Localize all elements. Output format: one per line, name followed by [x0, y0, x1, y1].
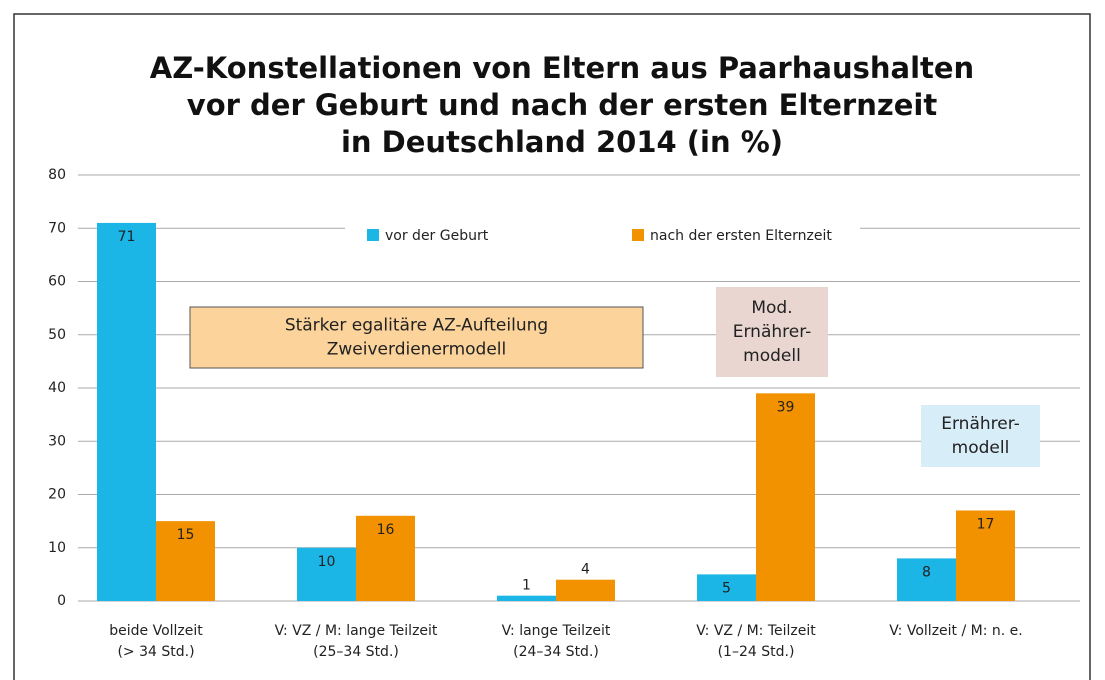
x-tick-label: V: VZ / M: Teilzeit	[696, 623, 816, 639]
annotation-text: Mod.	[751, 298, 792, 318]
annotation-text: modell	[952, 438, 1010, 458]
annotation-text: Ernährer-	[941, 414, 1020, 434]
data-label: 5	[722, 580, 731, 596]
legend-label: vor der Geburt	[385, 228, 489, 244]
chart-title: vor der Geburt und nach der ersten Elter…	[187, 88, 938, 122]
x-tick-label: (25–34 Std.)	[313, 644, 399, 660]
bar	[556, 579, 615, 601]
data-label: 17	[977, 516, 995, 532]
y-tick-label: 80	[48, 167, 66, 183]
annotation-box	[189, 306, 644, 369]
data-label: 15	[177, 527, 195, 543]
x-tick-label: V: VZ / M: lange Teilzeit	[275, 623, 438, 639]
data-label: 39	[777, 399, 795, 415]
bar	[756, 393, 815, 601]
bar	[356, 515, 415, 601]
legend-label: nach der ersten Elternzeit	[650, 228, 832, 244]
annotation-text: Stärker egalitäre AZ-Aufteilung	[285, 316, 548, 336]
frame	[13, 13, 1091, 680]
bar	[297, 547, 356, 601]
bar	[497, 595, 556, 601]
y-tick-label: 70	[48, 220, 66, 236]
x-tick-label: V: lange Teilzeit	[502, 623, 611, 639]
y-tick-label: 40	[48, 380, 66, 396]
data-label: 8	[922, 564, 931, 580]
x-tick-label: (24–34 Std.)	[513, 644, 599, 660]
bar	[156, 521, 215, 601]
data-label: 1	[522, 578, 531, 594]
legend-swatch	[632, 229, 644, 241]
y-tick-label: 10	[48, 540, 66, 556]
chart-title: AZ-Konstellationen von Eltern aus Paarha…	[150, 51, 974, 85]
legend-bg	[345, 215, 860, 255]
y-tick-label: 50	[48, 327, 66, 343]
bar	[697, 574, 756, 601]
annotation-text: Ernährer-	[733, 322, 812, 342]
y-tick-label: 20	[48, 487, 66, 503]
data-label: 4	[581, 562, 590, 578]
annotation-box	[921, 405, 1040, 467]
annotation-text: Zweiverdienermodell	[327, 340, 507, 360]
y-tick-label: 60	[48, 274, 66, 290]
bar	[956, 510, 1015, 601]
x-tick-label: (> 34 Std.)	[117, 644, 194, 660]
annotation-text: modell	[743, 346, 801, 366]
data-label: 10	[318, 554, 336, 570]
x-tick-label: (1–24 Std.)	[718, 644, 795, 660]
annotation-box	[716, 287, 828, 377]
bar	[897, 558, 956, 601]
x-tick-label: V: Vollzeit / M: n. e.	[889, 623, 1022, 639]
data-label: 16	[377, 522, 395, 538]
chart-title: in Deutschland 2014 (in %)	[341, 125, 783, 159]
bar	[97, 222, 156, 602]
y-tick-label: 30	[48, 433, 66, 449]
x-tick-label: beide Vollzeit	[109, 623, 203, 639]
legend-swatch	[367, 229, 379, 241]
data-label: 71	[118, 229, 136, 245]
y-tick-label: 0	[57, 593, 66, 609]
